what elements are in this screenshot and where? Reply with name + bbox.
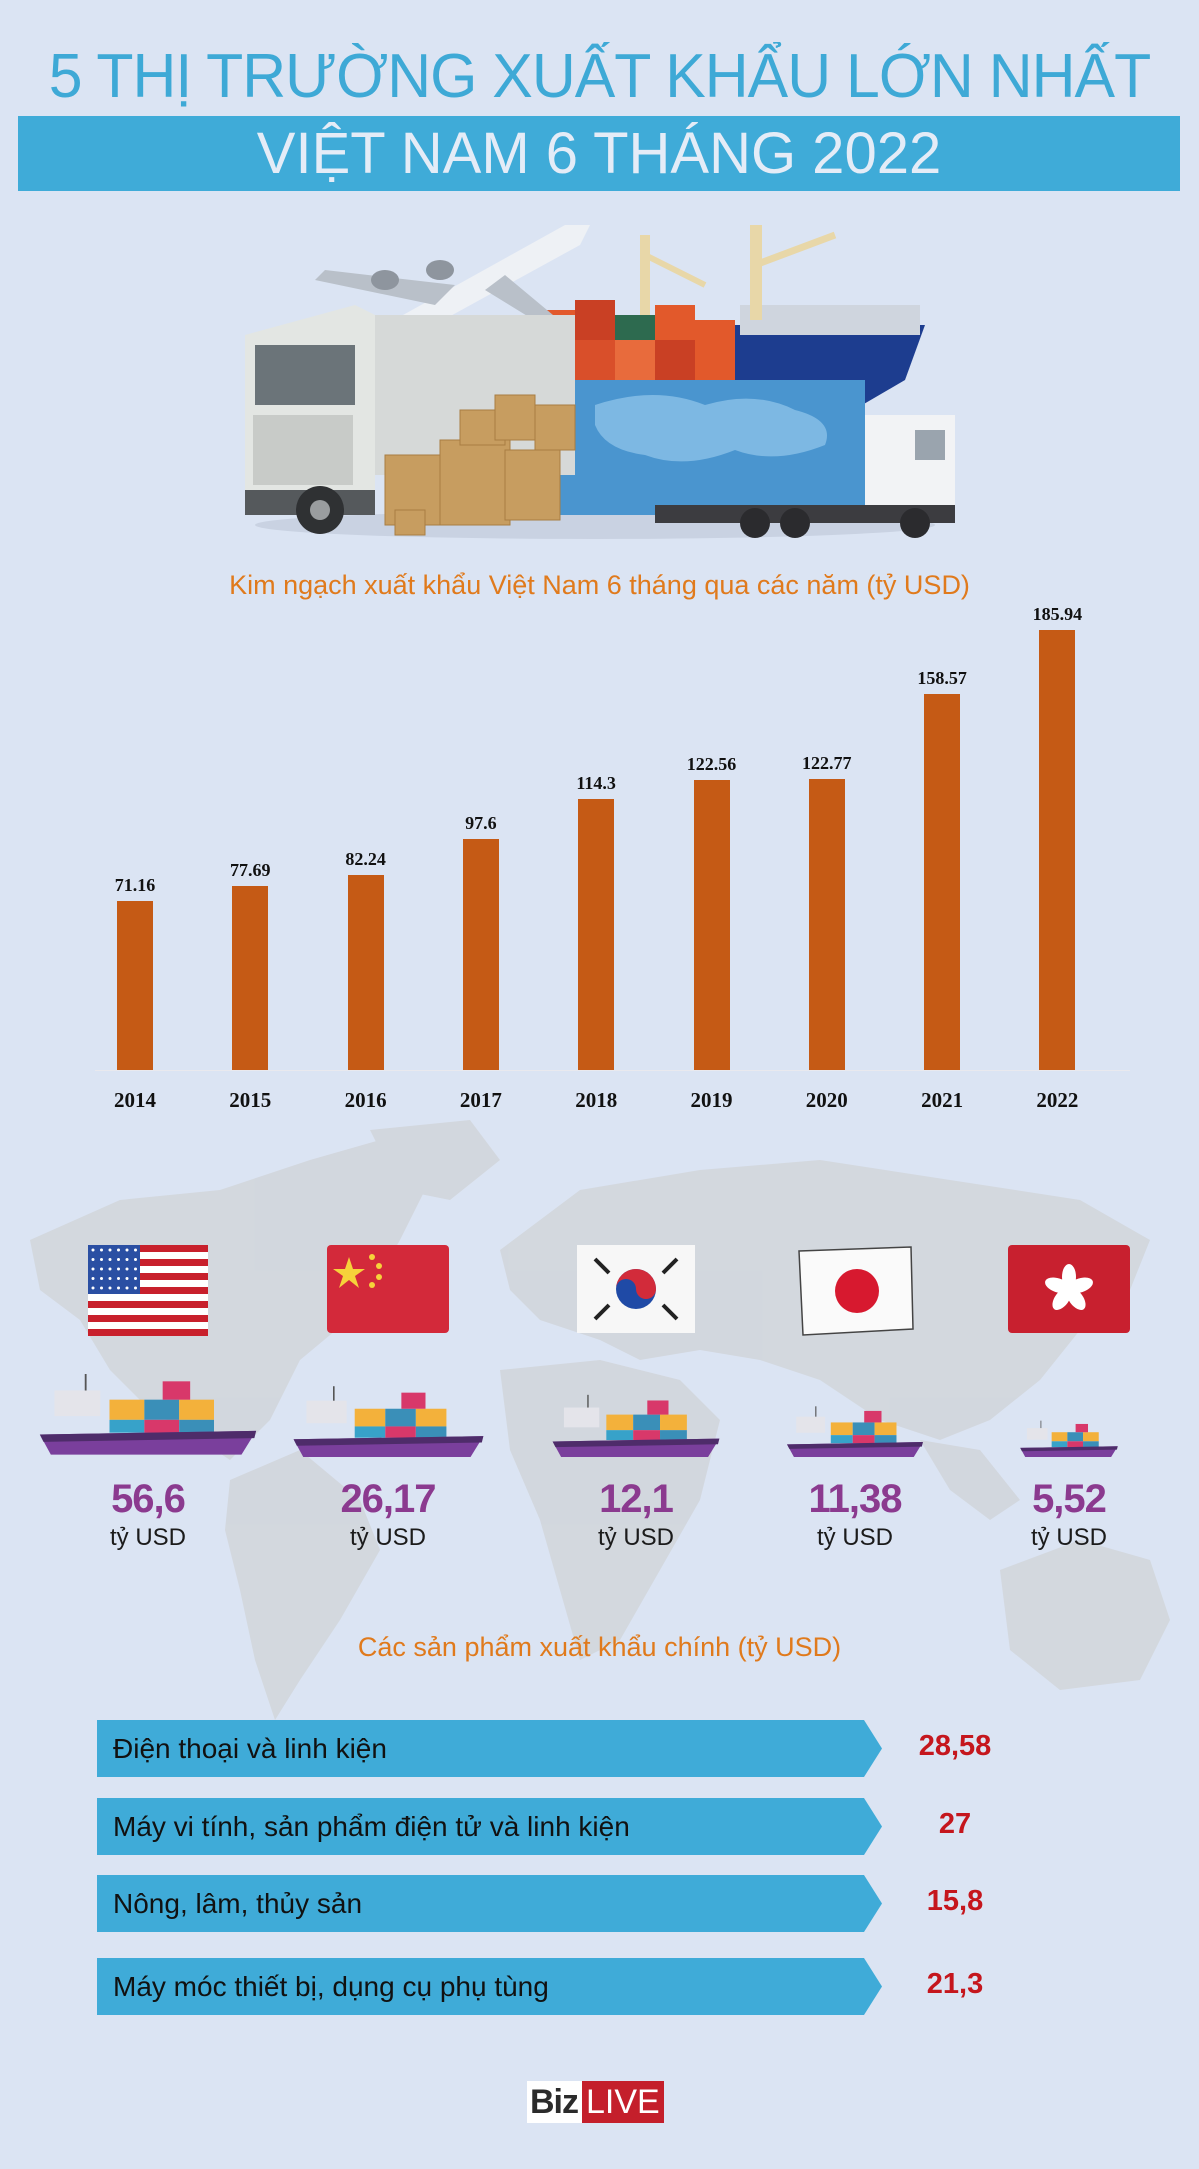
bar-group: 158.57 (917, 600, 967, 1070)
x-axis-tick-label: 2020 (805, 1088, 848, 1112)
bar-group: 185.94 (1033, 600, 1082, 1070)
bar-value-label: 122.77 (802, 753, 852, 773)
bar-value-label: 114.3 (576, 773, 616, 793)
bar-group: 114.3 (576, 600, 616, 1070)
x-axis-tick-label: 2021 (921, 1088, 964, 1112)
market-card: 26,17 tỷ USD (278, 1245, 498, 1552)
product-label-arrow: Điện thoại và linh kiện (97, 1720, 882, 1777)
product-label-arrow: Máy vi tính, sản phẩm điện tử và linh ki… (97, 1798, 882, 1855)
bar (808, 779, 845, 1070)
page-subtitle: VIỆT NAM 6 THÁNG 2022 (256, 120, 942, 186)
product-row: Máy móc thiết bị, dụng cụ phụ tùng (97, 1958, 887, 2015)
products-title: Các sản phẩm xuất khẩu chính (tỷ USD) (357, 1632, 842, 1662)
bar (693, 780, 730, 1070)
market-unit: tỷ USD (109, 1524, 186, 1551)
x-axis-tick-label: 2022 (1036, 1088, 1079, 1112)
market-value: 26,17 (340, 1477, 436, 1521)
product-value: 15,8 (926, 1885, 984, 1917)
product-row: Máy vi tính, sản phẩm điện tử và linh ki… (97, 1798, 887, 1855)
product-label-arrow: Máy móc thiết bị, dụng cụ phụ tùng (97, 1958, 882, 2015)
bar-value-label: 71.16 (114, 875, 156, 895)
product-value: 27 (938, 1808, 972, 1840)
bar (347, 875, 384, 1070)
subtitle-banner: VIỆT NAM 6 THÁNG 2022 (18, 116, 1180, 191)
cargo-ship-icon (745, 1345, 965, 1465)
product-row: Nông, lâm, thủy sản (97, 1875, 887, 1932)
x-axis-tick-label: 2019 (690, 1088, 733, 1112)
product-label: Máy vi tính, sản phẩm điện tử và linh ki… (113, 1810, 630, 1842)
cargo-ship-icon (38, 1345, 258, 1465)
bar (924, 694, 961, 1070)
market-card: 5,52 tỷ USD (959, 1245, 1179, 1552)
bar-group: 82.24 (345, 600, 386, 1070)
usa-flag-icon (38, 1245, 258, 1345)
logo-biz-text: Biz (527, 2081, 582, 2123)
bar-group: 77.69 (230, 600, 271, 1070)
bar-chart: 71.16 2014 77.69 2015 82.24 2016 97.6 2017 114.3… (95, 600, 1130, 1120)
bar-value-label: 185.94 (1032, 604, 1083, 624)
bar-group: 122.77 (802, 600, 852, 1070)
bizlive-logo: Biz LIVE (527, 2081, 664, 2123)
hong-kong-flag-icon (959, 1245, 1179, 1345)
product-label: Nông, lâm, thủy sản (113, 1887, 363, 1919)
product-label: Điện thoại và linh kiện (113, 1732, 387, 1764)
bar-group: 97.6 (461, 600, 501, 1070)
bar (462, 839, 499, 1070)
market-value: 12,1 (599, 1477, 674, 1521)
market-card: 12,1 tỷ USD (526, 1245, 746, 1552)
south-korea-flag-icon (526, 1245, 746, 1345)
market-card: 11,38 tỷ USD (745, 1245, 965, 1552)
bar-value-label: 77.69 (230, 860, 271, 880)
bar (578, 799, 615, 1070)
product-label: Máy móc thiết bị, dụng cụ phụ tùng (113, 1970, 549, 2002)
bar-group: 71.16 (115, 600, 155, 1070)
cargo-ship-icon (959, 1345, 1179, 1465)
market-value: 11,38 (808, 1477, 903, 1521)
product-value: 21,3 (926, 1968, 984, 2000)
cargo-ship-icon (526, 1345, 746, 1465)
product-label-arrow: Nông, lâm, thủy sản (97, 1875, 882, 1932)
page-title: 5 THỊ TRƯỜNG XUẤT KHẨU LỚN NHẤT (48, 42, 1151, 111)
product-row: Điện thoại và linh kiện (97, 1720, 887, 1777)
market-card: 56,6 tỷ USD (38, 1245, 258, 1552)
bar (117, 901, 153, 1070)
market-value: 5,52 (1032, 1477, 1107, 1521)
chart-title: Kim ngạch xuất khẩu Việt Nam 6 tháng qua… (229, 570, 970, 600)
x-axis-tick-label: 2014 (114, 1088, 156, 1112)
x-axis-line (95, 1070, 1130, 1071)
japan-flag-icon (745, 1245, 965, 1345)
market-unit: tỷ USD (816, 1524, 893, 1551)
market-unit: tỷ USD (597, 1524, 674, 1551)
x-axis-tick-label: 2018 (575, 1088, 618, 1112)
bar-value-label: 122.56 (686, 754, 737, 774)
product-value: 28,58 (918, 1730, 992, 1762)
bar-value-label: 82.24 (345, 849, 386, 869)
bar (232, 886, 269, 1070)
china-flag-icon (278, 1245, 498, 1345)
bar-group: 122.56 (687, 600, 736, 1070)
market-unit: tỷ USD (1030, 1524, 1107, 1551)
market-value: 56,6 (111, 1477, 186, 1521)
cargo-ship-icon (278, 1345, 498, 1465)
x-axis-tick-label: 2015 (229, 1088, 272, 1112)
bar-value-label: 158.57 (917, 668, 967, 688)
bar (1039, 630, 1076, 1070)
x-axis-tick-label: 2016 (344, 1088, 387, 1112)
logistics-illustration-icon (245, 225, 955, 539)
bar-value-label: 97.6 (465, 813, 497, 833)
logo-live-text: LIVE (582, 2081, 664, 2123)
x-axis-tick-label: 2017 (459, 1088, 502, 1112)
market-unit: tỷ USD (349, 1524, 426, 1551)
